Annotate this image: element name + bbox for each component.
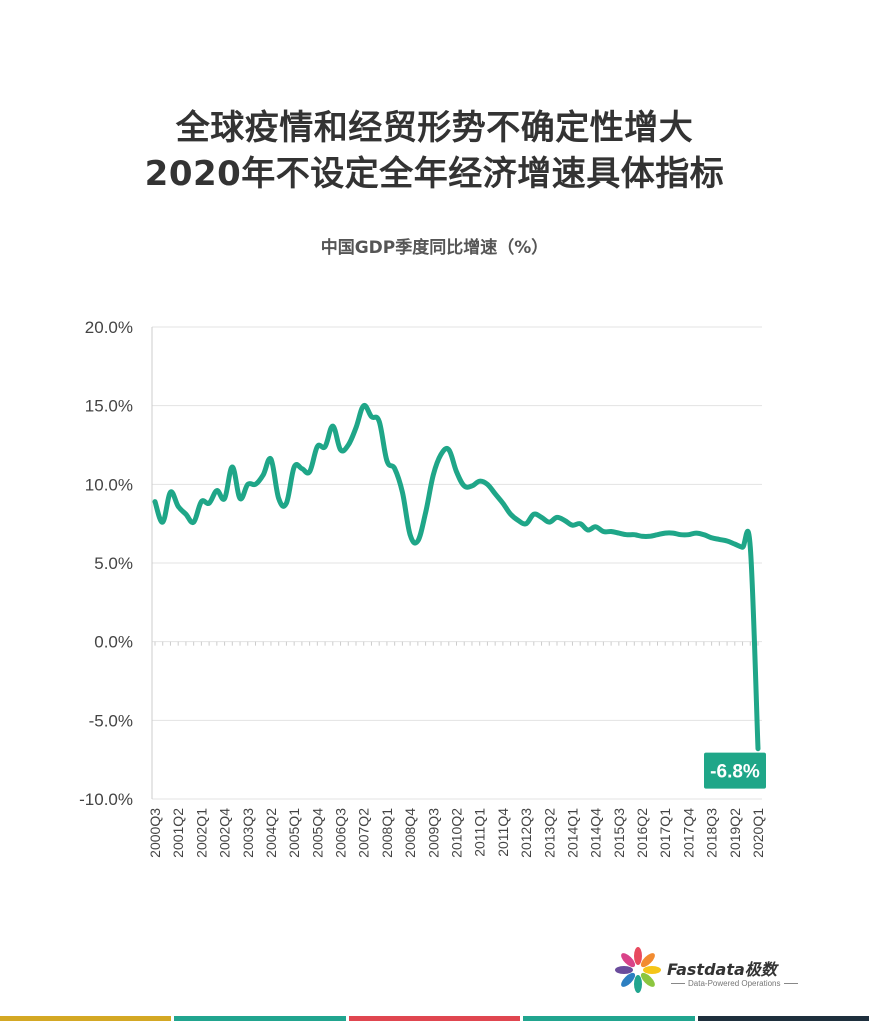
x-tick-label: 2007Q2 bbox=[356, 808, 372, 858]
y-tick-label: 20.0% bbox=[85, 318, 133, 337]
x-tick-label: 2014Q4 bbox=[588, 808, 604, 858]
color-stripe bbox=[174, 1016, 346, 1021]
x-tick-label: 2005Q1 bbox=[286, 808, 302, 858]
x-tick-label: 2017Q1 bbox=[657, 808, 673, 858]
gdp-growth-line bbox=[152, 402, 761, 752]
page-title-line1: 全球疫情和经贸形势不确定性增大 bbox=[175, 108, 694, 148]
x-tick-label: 2005Q4 bbox=[309, 808, 325, 858]
x-tick-label: 2011Q1 bbox=[472, 808, 488, 857]
x-tick-label: 2015Q3 bbox=[611, 808, 627, 858]
x-tick-label: 2002Q1 bbox=[193, 808, 209, 858]
gdp-line-chart: 20.0% 15.0% 10.0% 5.0% 0.0% -5.0% -10.0% 2000Q… bbox=[79, 318, 766, 858]
bottom-color-stripes bbox=[0, 1016, 869, 1021]
y-tick-label: -10.0% bbox=[79, 790, 133, 809]
x-axis-ticks: 2000Q3 2001Q2 2002Q1 2002Q4 2003Q3 2004Q2 2005… bbox=[147, 641, 766, 858]
x-tick-label: 2018Q3 bbox=[704, 808, 720, 858]
brand-name: Fastdata极数 bbox=[667, 960, 777, 979]
x-tick-label: 2017Q4 bbox=[680, 808, 696, 858]
x-tick-label: 2010Q2 bbox=[449, 808, 465, 858]
chart-title: 中国GDP季度同比增速（%） bbox=[320, 238, 549, 258]
grid-lines bbox=[151, 326, 762, 800]
x-tick-label: 2011Q4 bbox=[495, 808, 511, 857]
color-stripe bbox=[348, 1016, 521, 1021]
value-annotation: -6.8% bbox=[704, 752, 766, 789]
brand-tagline: Data-Powered Operations bbox=[668, 979, 801, 988]
y-tick-label: 0.0% bbox=[94, 633, 133, 652]
page-title-line2: 2020年不设定全年经济增速具体指标 bbox=[144, 154, 725, 194]
x-tick-label: 2008Q4 bbox=[402, 808, 418, 858]
x-tick-label: 2008Q1 bbox=[379, 808, 395, 858]
x-tick-label: 2006Q3 bbox=[333, 808, 349, 858]
x-tick-label: 2012Q3 bbox=[518, 808, 534, 858]
x-tick-label: 2002Q4 bbox=[217, 808, 233, 858]
fastdata-logo-icon bbox=[615, 947, 661, 993]
x-tick-label: 2014Q1 bbox=[564, 808, 580, 858]
x-tick-label: 2020Q1 bbox=[750, 808, 766, 858]
color-stripe bbox=[697, 1016, 869, 1021]
annotation-box bbox=[704, 752, 766, 789]
y-axis-ticks: 20.0% 15.0% 10.0% 5.0% 0.0% -5.0% -10.0% bbox=[79, 318, 133, 809]
x-tick-label: 2019Q2 bbox=[727, 808, 743, 858]
x-tick-label: 2003Q3 bbox=[240, 808, 256, 858]
x-tick-label: 2016Q2 bbox=[634, 808, 650, 858]
color-stripe bbox=[523, 1016, 695, 1021]
annotation-label: -6.8% bbox=[710, 762, 760, 783]
y-tick-label: 5.0% bbox=[94, 554, 133, 573]
y-tick-label: 10.0% bbox=[85, 475, 133, 494]
x-tick-label: 2000Q3 bbox=[147, 808, 163, 858]
x-tick-label: 2009Q3 bbox=[425, 808, 441, 858]
y-tick-label: 15.0% bbox=[85, 397, 133, 416]
x-tick-label: 2004Q2 bbox=[263, 808, 279, 858]
x-tick-label: 2001Q2 bbox=[170, 808, 186, 858]
color-stripe bbox=[0, 1016, 172, 1021]
y-tick-label: -5.0% bbox=[89, 711, 133, 730]
x-tick-label: 2013Q2 bbox=[541, 808, 557, 858]
